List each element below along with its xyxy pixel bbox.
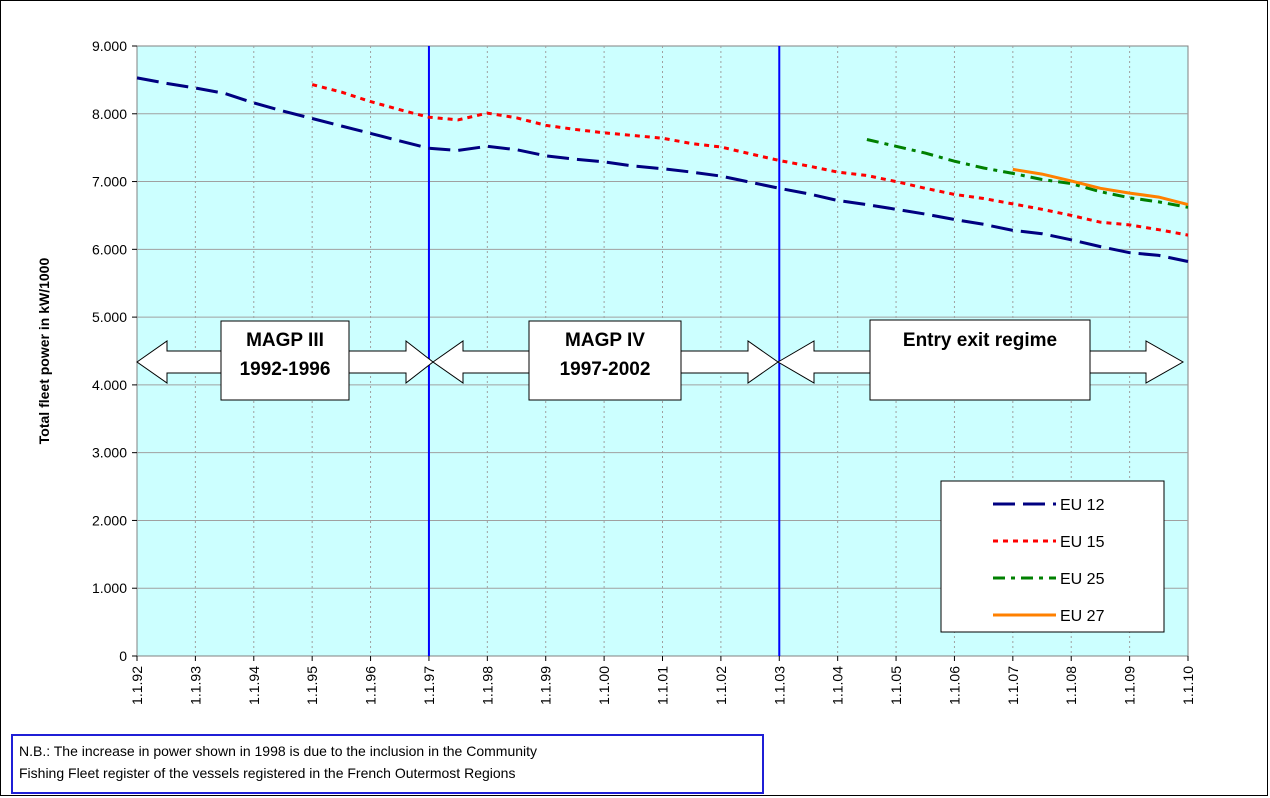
magp4-label-2: 1997-2002 — [560, 359, 651, 380]
x-tick-label: 1.1.04 — [830, 666, 846, 705]
y-tick-label: 6.000 — [92, 241, 127, 257]
y-tick-label: 9.000 — [92, 38, 127, 54]
footnote-line-2: Fishing Fleet register of the vessels re… — [19, 765, 516, 781]
magp4-arrow: MAGP IV 1997-2002 — [432, 320, 779, 401]
legend: EU 12 EU 15 EU 25 EU 27 — [940, 480, 1165, 633]
x-tick-label: 1.1.93 — [187, 666, 203, 705]
y-tick-label: 7.000 — [92, 174, 127, 190]
y-tick-label: 8.000 — [92, 106, 127, 122]
entry-exit-label: Entry exit regime — [903, 330, 1057, 351]
series-line-eu-27 — [1012, 167, 1189, 207]
y-tick-label: 2.000 — [92, 512, 127, 528]
x-tick-label: 1.1.01 — [655, 666, 671, 705]
legend-label: EU 15 — [1060, 534, 1105, 551]
series-line-eu-15 — [311, 83, 1189, 237]
series-line-eu-12 — [136, 76, 1189, 263]
x-tick-label: 1.1.98 — [479, 666, 495, 705]
x-tick-label: 1.1.02 — [713, 666, 729, 705]
magp3-label-2: 1992-1996 — [240, 359, 331, 380]
magp3-arrow: MAGP III 1992-1996 — [136, 320, 434, 401]
x-tick-label: 1.1.97 — [421, 666, 437, 705]
x-tick-label: 1.1.96 — [363, 666, 379, 705]
legend-label: EU 12 — [1060, 497, 1105, 514]
x-tick-label: 1.1.95 — [304, 666, 320, 705]
series-lines — [136, 76, 1189, 263]
x-tick-label: 1.1.94 — [246, 666, 262, 705]
x-tick-label: 1.1.92 — [129, 666, 145, 705]
x-tick-label: 1.1.07 — [1005, 666, 1021, 705]
magp3-label-1: MAGP III — [246, 330, 324, 351]
legend-label: EU 25 — [1060, 571, 1105, 588]
x-axis-ticks: 1.1.92 1.1.93 1.1.94 1.1.95 1.1.96 1.1.97 1.1.… — [129, 656, 1196, 705]
x-tick-label: 1.1.03 — [771, 666, 787, 705]
x-tick-label: 1.1.06 — [946, 666, 962, 705]
x-tick-label: 1.1.10 — [1180, 666, 1196, 705]
y-tick-label: 5.000 — [92, 309, 127, 325]
x-tick-label: 1.1.08 — [1063, 666, 1079, 705]
y-tick-label: 3.000 — [92, 445, 127, 461]
x-tick-label: 1.1.00 — [596, 666, 612, 705]
footnote-line-1: N.B.: The increase in power shown in 199… — [19, 743, 538, 759]
magp4-label-1: MAGP IV — [565, 330, 645, 351]
y-tick-label: 4.000 — [92, 377, 127, 393]
entry-exit-arrow: Entry exit regime — [777, 319, 1185, 401]
y-axis-ticks: 0 1.000 2.000 3.000 4.000 5.000 6.000 7.000 8.00… — [92, 38, 137, 664]
x-tick-label: 1.1.09 — [1122, 666, 1138, 705]
y-axis-label: Total fleet power in kW/1000 — [36, 258, 52, 445]
x-tick-label: 1.1.99 — [538, 666, 554, 705]
x-tick-label: 1.1.05 — [888, 666, 904, 705]
y-tick-label: 1.000 — [92, 580, 127, 596]
y-tick-label: 0 — [119, 648, 127, 664]
legend-label: EU 27 — [1060, 608, 1105, 625]
footnote-box: N.B.: The increase in power shown in 199… — [11, 734, 764, 794]
